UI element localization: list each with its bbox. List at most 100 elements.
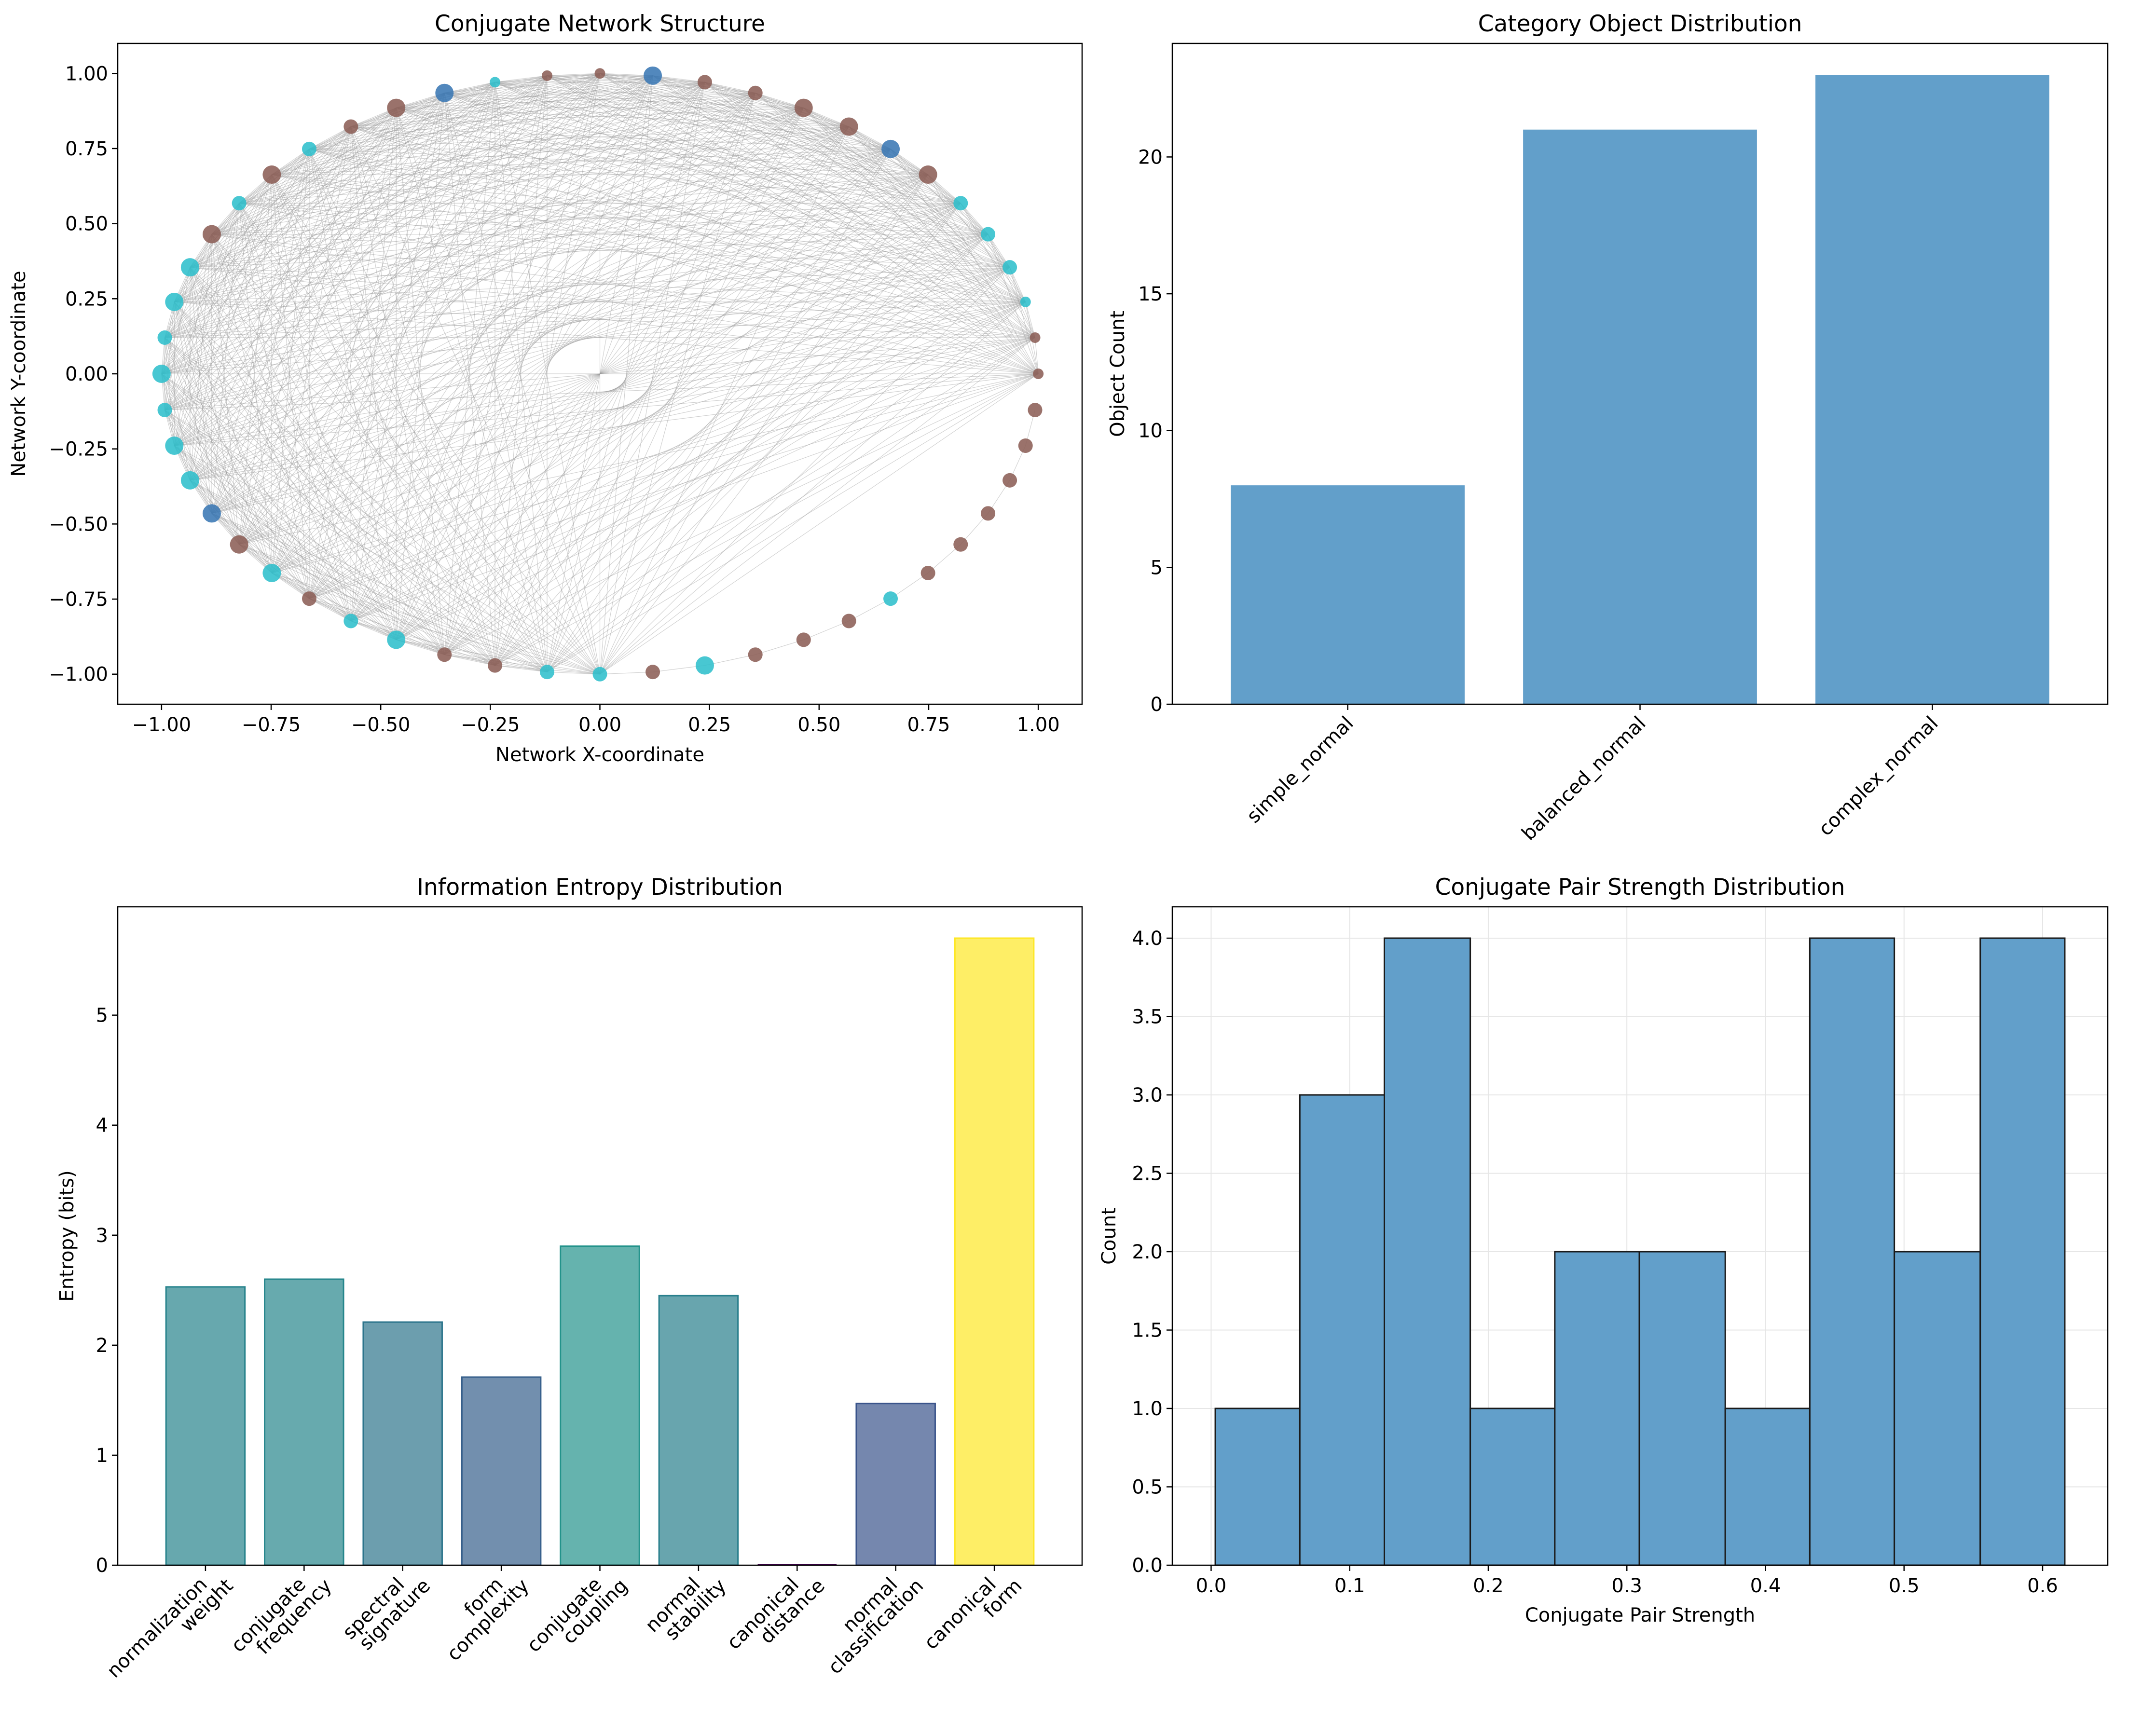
network-edge <box>494 108 804 666</box>
network-edge <box>396 108 445 655</box>
network-edge <box>164 410 212 514</box>
network-edge <box>211 234 1010 268</box>
axes-frame <box>1171 906 2109 1566</box>
y-tick-label: 3.5 <box>1132 1006 1163 1028</box>
x-tick-label: normalclassification <box>810 1561 928 1679</box>
network-edge <box>271 75 548 574</box>
network-edge <box>309 373 1039 599</box>
network-edge <box>190 203 961 481</box>
network-edge <box>190 82 705 481</box>
network-node <box>748 85 763 100</box>
network-edge <box>547 75 1026 302</box>
network-edge <box>211 93 445 514</box>
network-edge <box>239 203 961 545</box>
network-edge <box>272 108 804 175</box>
network-edge <box>494 234 989 666</box>
network-edge <box>350 93 445 621</box>
network-edge <box>165 108 804 410</box>
network-edge <box>600 73 989 235</box>
network-edge <box>272 108 397 175</box>
network-edge <box>190 149 891 481</box>
network-edge <box>351 620 548 672</box>
chart-title: Category Object Distribution <box>1478 11 1802 37</box>
network-edge <box>309 93 445 150</box>
network-edge <box>444 73 600 94</box>
network-edge <box>165 174 928 338</box>
network-edge <box>165 337 495 666</box>
network-edge <box>165 75 548 338</box>
network-edge <box>495 75 653 82</box>
histogram-bar <box>1469 1407 1556 1566</box>
network-edge <box>164 337 272 574</box>
network-edge <box>174 75 548 446</box>
network-edge <box>211 513 495 666</box>
network-edge <box>547 75 961 204</box>
network-edge <box>190 234 989 268</box>
y-tick-label: −0.25 <box>49 438 108 461</box>
network-edge <box>803 108 1010 268</box>
network-node <box>920 565 935 580</box>
network-edge <box>211 75 548 514</box>
network-node <box>841 614 856 628</box>
network-edge <box>444 73 601 655</box>
network-edge <box>351 126 1035 338</box>
network-edge <box>396 639 600 675</box>
network-edge <box>444 93 1039 374</box>
x-tick-label: −0.75 <box>242 714 301 736</box>
network-edge <box>803 108 1026 302</box>
network-edge <box>165 93 445 338</box>
network-edge <box>211 82 495 235</box>
y-tick-label: 0 <box>96 1555 108 1577</box>
network-edge <box>239 203 989 235</box>
x-tick-label: 0.0 <box>1196 1575 1227 1597</box>
network-edge <box>174 108 397 446</box>
network-edge <box>174 149 310 446</box>
network-edge <box>161 75 653 374</box>
network-edge <box>444 654 600 675</box>
network-edge <box>190 480 445 655</box>
network-edge <box>164 337 175 446</box>
network-edge <box>211 513 445 655</box>
network-edge <box>190 267 272 574</box>
network-edge <box>396 108 928 175</box>
network-edge <box>211 513 600 675</box>
network-edge <box>272 82 705 175</box>
network-edge <box>494 665 548 672</box>
network-edge <box>211 73 600 235</box>
network-edge <box>161 373 600 675</box>
network-edge <box>309 93 755 150</box>
network-edge <box>350 126 601 674</box>
network-edge <box>174 93 755 302</box>
network-edge <box>174 445 495 666</box>
network-edge <box>174 301 212 514</box>
network-edge <box>239 82 495 545</box>
network-edge <box>309 149 961 204</box>
network-edge <box>309 75 653 599</box>
network-edge <box>174 203 961 446</box>
network-edge <box>547 82 705 672</box>
network-edge <box>350 126 495 666</box>
network-edge <box>396 108 1039 374</box>
network-edge <box>174 174 928 302</box>
network-edge <box>309 126 351 150</box>
network-edge <box>239 234 989 545</box>
network-edge <box>494 337 1035 666</box>
network-edge <box>239 373 1039 545</box>
network-edge <box>444 93 601 674</box>
network-edge <box>494 82 548 672</box>
network-edge <box>547 149 891 672</box>
network-node <box>490 77 501 88</box>
network-edge <box>165 410 600 675</box>
network-node <box>794 98 813 117</box>
network-node <box>302 591 316 606</box>
network-node <box>981 227 996 242</box>
network-edge <box>190 267 1039 374</box>
x-tick-label: 0.75 <box>907 714 950 736</box>
network-edge <box>600 337 1035 675</box>
network-edge <box>652 75 1039 374</box>
network-node <box>594 68 605 79</box>
x-tick-label: conjugatefrequency <box>227 1561 336 1670</box>
category-bar-panel: 0 5 10 15 20 Category Object Distribution Obje… <box>1107 11 2109 845</box>
network-edge <box>165 337 445 655</box>
network-edge <box>396 108 849 127</box>
